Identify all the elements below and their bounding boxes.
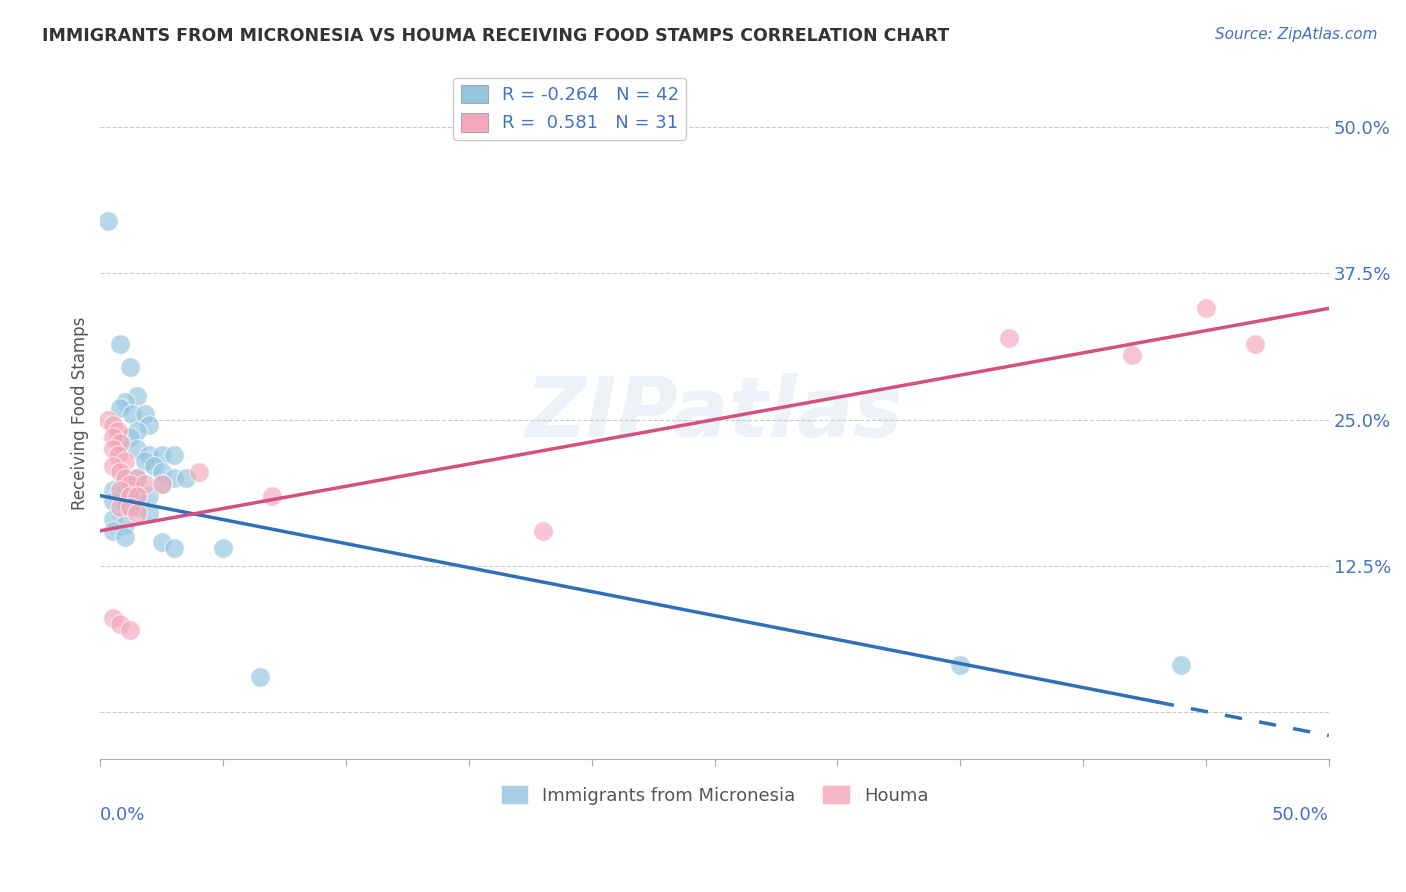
Point bbox=[101, 442, 124, 456]
Point bbox=[101, 611, 124, 625]
Point bbox=[134, 477, 156, 491]
Point bbox=[114, 471, 136, 485]
Text: 0.0%: 0.0% bbox=[100, 805, 146, 823]
Point bbox=[998, 331, 1021, 345]
Point bbox=[118, 489, 141, 503]
Point bbox=[97, 213, 120, 227]
Point bbox=[127, 506, 149, 520]
Point bbox=[127, 471, 149, 485]
Point bbox=[150, 477, 173, 491]
Point bbox=[1121, 348, 1143, 362]
Point bbox=[138, 418, 160, 433]
Point bbox=[138, 506, 160, 520]
Point bbox=[101, 483, 124, 497]
Point bbox=[143, 459, 166, 474]
Point bbox=[108, 617, 131, 632]
Point bbox=[108, 483, 131, 497]
Text: IMMIGRANTS FROM MICRONESIA VS HOUMA RECEIVING FOOD STAMPS CORRELATION CHART: IMMIGRANTS FROM MICRONESIA VS HOUMA RECE… bbox=[42, 27, 949, 45]
Point bbox=[138, 489, 160, 503]
Point bbox=[150, 465, 173, 479]
Point bbox=[114, 500, 136, 515]
Point bbox=[150, 477, 173, 491]
Point bbox=[531, 524, 554, 538]
Point bbox=[1244, 336, 1267, 351]
Point bbox=[101, 459, 124, 474]
Point bbox=[118, 477, 141, 491]
Point bbox=[127, 389, 149, 403]
Point bbox=[138, 448, 160, 462]
Point bbox=[249, 670, 271, 684]
Point bbox=[134, 407, 156, 421]
Point bbox=[163, 541, 186, 556]
Point bbox=[118, 623, 141, 637]
Point bbox=[134, 453, 156, 467]
Point bbox=[101, 524, 124, 538]
Legend: Immigrants from Micronesia, Houma: Immigrants from Micronesia, Houma bbox=[494, 778, 936, 812]
Point bbox=[118, 359, 141, 374]
Point bbox=[108, 436, 131, 450]
Point bbox=[114, 517, 136, 532]
Point bbox=[114, 395, 136, 409]
Point bbox=[127, 500, 149, 515]
Point bbox=[187, 465, 209, 479]
Point bbox=[949, 658, 972, 673]
Point bbox=[108, 465, 131, 479]
Point bbox=[1195, 301, 1218, 316]
Point bbox=[101, 494, 124, 508]
Text: ZIPatlas: ZIPatlas bbox=[526, 373, 904, 454]
Point bbox=[114, 530, 136, 544]
Point bbox=[114, 453, 136, 467]
Point bbox=[127, 471, 149, 485]
Point bbox=[121, 407, 143, 421]
Point bbox=[108, 336, 131, 351]
Point bbox=[101, 418, 124, 433]
Point bbox=[127, 442, 149, 456]
Point bbox=[114, 471, 136, 485]
Point bbox=[163, 448, 186, 462]
Point bbox=[101, 430, 124, 444]
Point bbox=[107, 424, 129, 438]
Point bbox=[150, 448, 173, 462]
Point bbox=[114, 483, 136, 497]
Point bbox=[127, 424, 149, 438]
Point bbox=[108, 500, 131, 515]
Point bbox=[108, 436, 131, 450]
Point bbox=[97, 412, 120, 426]
Text: 50.0%: 50.0% bbox=[1272, 805, 1329, 823]
Point bbox=[127, 489, 149, 503]
Point bbox=[108, 401, 131, 415]
Point bbox=[1170, 658, 1192, 673]
Point bbox=[107, 448, 129, 462]
Point bbox=[118, 430, 141, 444]
Point bbox=[101, 512, 124, 526]
Point bbox=[176, 471, 198, 485]
Y-axis label: Receiving Food Stamps: Receiving Food Stamps bbox=[72, 317, 89, 510]
Point bbox=[262, 489, 284, 503]
Point bbox=[127, 489, 149, 503]
Point bbox=[118, 500, 141, 515]
Text: Source: ZipAtlas.com: Source: ZipAtlas.com bbox=[1215, 27, 1378, 42]
Point bbox=[163, 471, 186, 485]
Point bbox=[150, 535, 173, 549]
Point bbox=[212, 541, 235, 556]
